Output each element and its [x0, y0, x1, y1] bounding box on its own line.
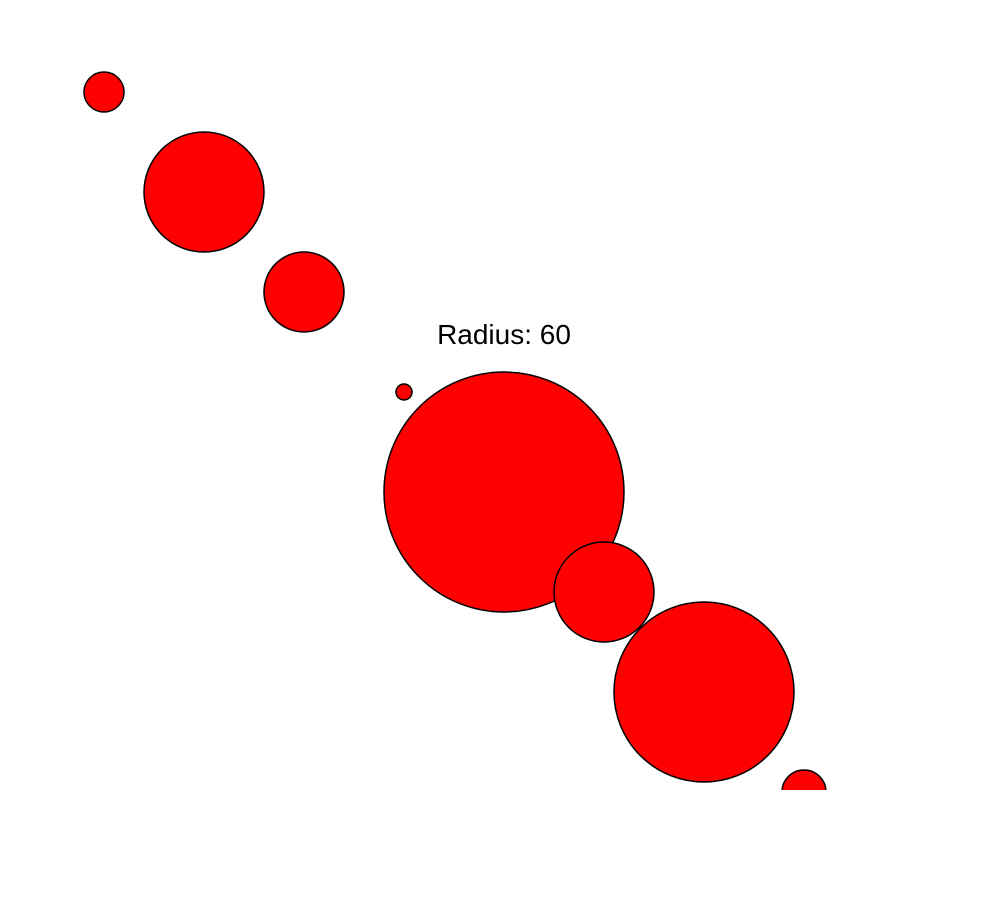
bubble-1[interactable]: [83, 71, 125, 113]
bubble-4[interactable]: [395, 383, 413, 401]
bubble-6[interactable]: [553, 541, 655, 643]
bubbles-layer: [83, 71, 827, 814]
hover-radius-label: Radius: 60: [437, 319, 571, 350]
bubble-5[interactable]: [383, 371, 625, 613]
bubble-8[interactable]: [781, 769, 827, 814]
bubble-2[interactable]: [143, 131, 265, 253]
bubble-7[interactable]: [613, 601, 795, 783]
bubble-3[interactable]: [263, 251, 345, 333]
